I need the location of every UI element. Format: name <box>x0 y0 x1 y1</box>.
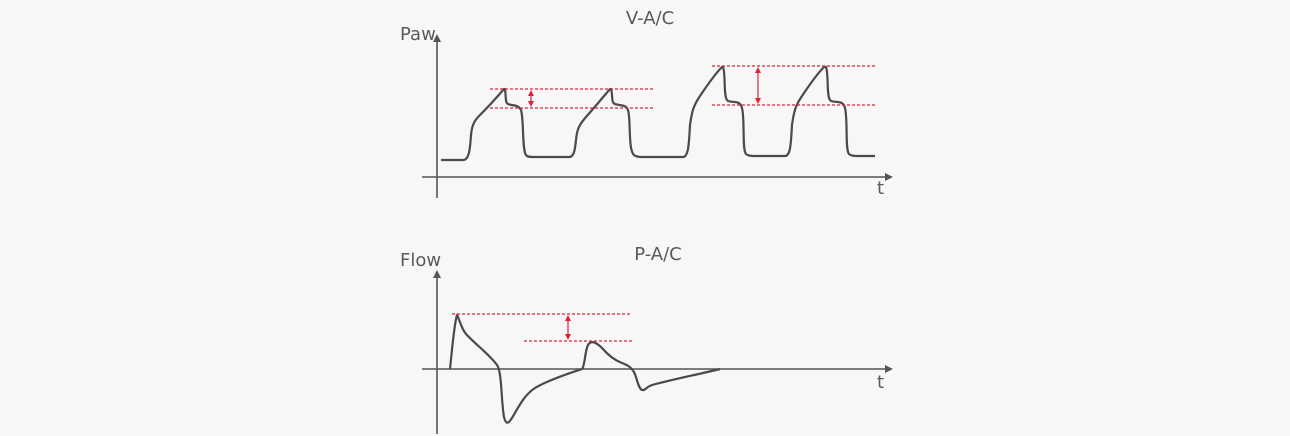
paw-chart: V-A/C Paw t <box>400 8 893 199</box>
pressure-waveform <box>441 65 875 162</box>
flow-waveform <box>448 313 721 424</box>
flow-chart: P-A/C Flow t <box>400 244 893 434</box>
time-axis-label-2: t <box>877 372 884 393</box>
flow-chart-title: P-A/C <box>634 244 682 265</box>
paw-axis-label: Paw <box>400 24 436 45</box>
paw-chart-title: V-A/C <box>626 8 674 29</box>
time-axis-label: t <box>877 178 884 199</box>
flow-axis-label: Flow <box>400 250 441 271</box>
